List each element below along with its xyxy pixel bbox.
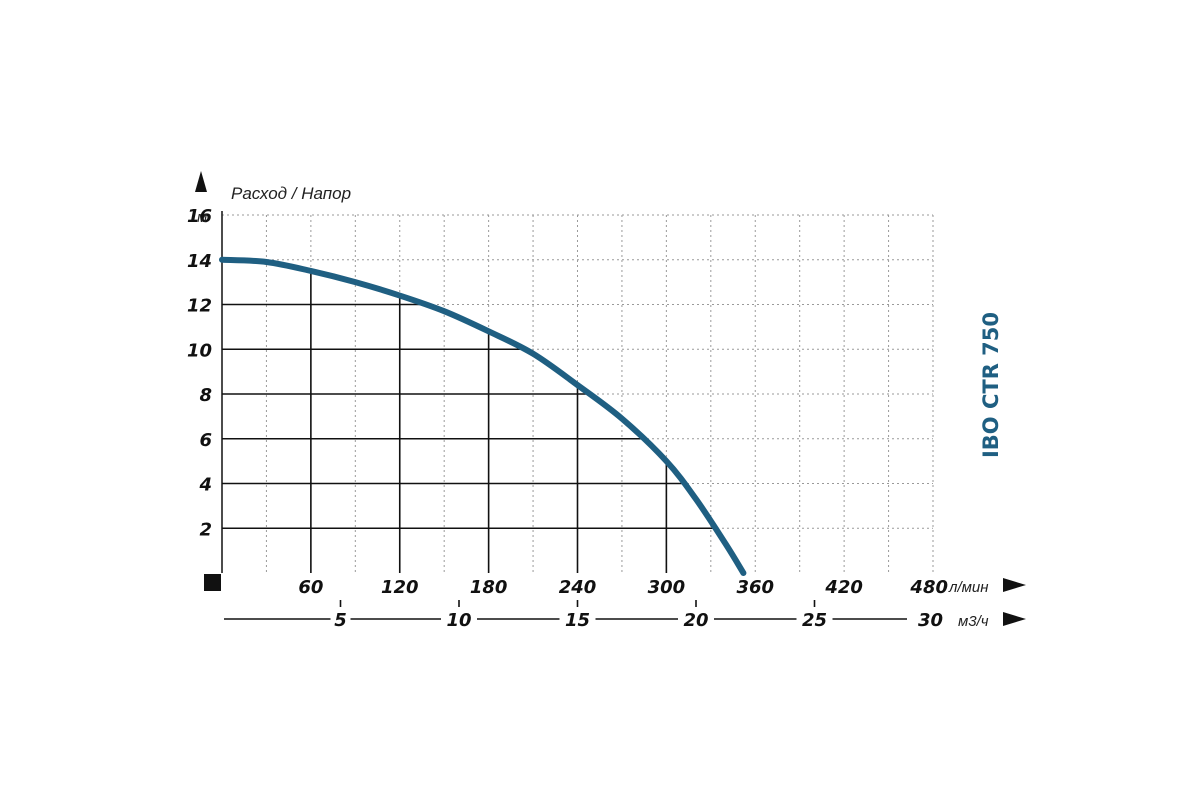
y-axis-unit: м	[197, 209, 207, 226]
x2-axis-arrow-head	[1003, 612, 1026, 626]
performance-curve	[219, 256, 747, 576]
tick-labels: 2 4 6 8 10 12 14 16 60 120 180 240 300 360 420 480 5 10 15…	[187, 206, 948, 631]
x2-tick-label: 5	[334, 610, 347, 631]
x2-axis	[224, 600, 907, 620]
x-tick-label: 180	[470, 577, 508, 598]
y-axis-label: Расход / Напор	[231, 184, 351, 203]
y-tick-label: 2	[199, 519, 212, 540]
y-tick-label: 14	[187, 251, 212, 272]
x-tick-label: 120	[381, 577, 419, 598]
x2-tick-label: 30	[918, 610, 943, 631]
y-tick-label: 16	[187, 206, 212, 227]
y-axis-arrow-head	[195, 171, 207, 192]
y-tick-label: 12	[187, 296, 212, 317]
x-tick-label: 60	[298, 577, 323, 598]
x-tick-label: 420	[824, 577, 863, 598]
x2-tick-label: 15	[565, 610, 590, 631]
reference-lines	[222, 270, 716, 573]
chart-title: IBO CTR 750	[979, 312, 1003, 458]
x2-axis-unit: м3/ч	[958, 613, 989, 630]
y-tick-label: 6	[199, 430, 212, 451]
x-tick-label: 240	[559, 577, 597, 598]
axes	[195, 171, 1026, 626]
y-tick-label: 4	[198, 475, 212, 496]
x2-tick-label: 25	[802, 610, 827, 631]
y-tick-label: 10	[187, 340, 212, 361]
x-axis-arrow-head	[1003, 578, 1026, 592]
x-tick-label: 480	[909, 577, 948, 598]
x-axis-unit: л/мин	[948, 579, 989, 596]
x-tick-label: 360	[736, 577, 774, 598]
x-tick-label: 300	[648, 577, 686, 598]
y-tick-label: 8	[199, 385, 212, 406]
x2-tick-label: 20	[683, 610, 708, 631]
origin-marker	[204, 574, 221, 591]
x2-tick-label: 10	[446, 610, 471, 631]
